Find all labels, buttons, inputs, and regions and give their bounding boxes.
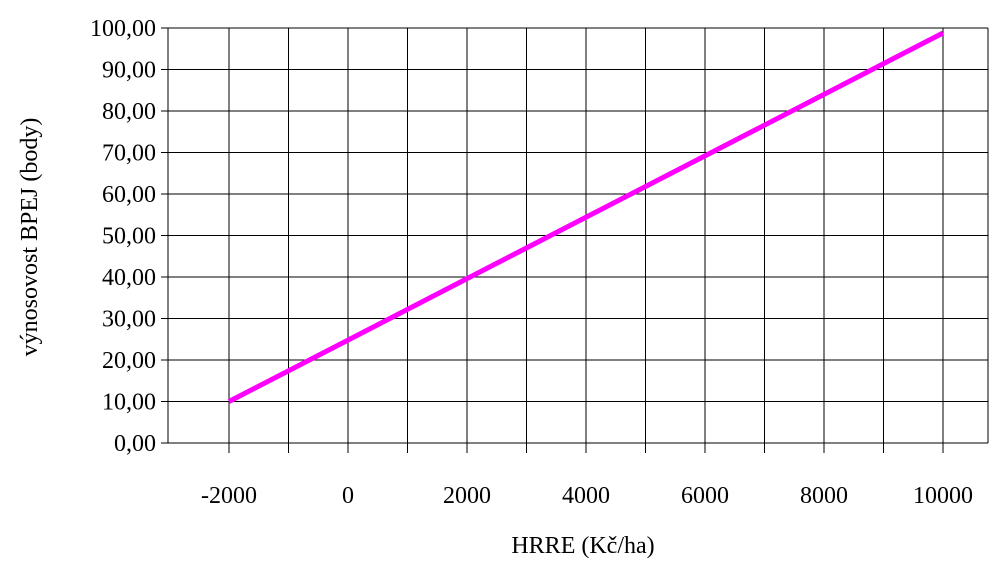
x-tick-label: 2000: [443, 483, 491, 509]
x-axis-title: HRRE (Kč/ha): [511, 533, 654, 559]
y-tick-label: 20,00: [102, 348, 156, 374]
y-axis-title: výnosovost BPEJ (body): [17, 118, 43, 357]
y-tick-label: 10,00: [102, 390, 156, 416]
y-tick-label: 60,00: [102, 182, 156, 208]
x-tick-label: 8000: [800, 483, 848, 509]
x-tick-labels: -2000 0 2000 4000 6000 8000 10000: [201, 483, 973, 509]
series-line: [227, 30, 945, 404]
grid: [168, 27, 988, 444]
series: [227, 30, 945, 404]
x-tick-label: 6000: [681, 483, 729, 509]
x-tick-label: 10000: [913, 483, 973, 509]
x-tick-label: 4000: [562, 483, 610, 509]
y-tick-label: 100,00: [90, 16, 156, 42]
y-tick-label: 70,00: [102, 141, 156, 167]
y-tick-label: 40,00: [102, 265, 156, 291]
axes: [161, 27, 989, 453]
x-tick-label: 0: [342, 483, 354, 509]
y-tick-label: 90,00: [102, 58, 156, 84]
y-tick-labels: 0,00 10,00 20,00 30,00 40,00 50,00 60,00 70,00 8…: [90, 16, 156, 457]
y-tick-label: 50,00: [102, 224, 156, 250]
x-tick-label: -2000: [201, 483, 257, 509]
y-tick-label: 80,00: [102, 99, 156, 125]
y-tick-label: 0,00: [114, 431, 156, 457]
y-tick-label: 30,00: [102, 307, 156, 333]
